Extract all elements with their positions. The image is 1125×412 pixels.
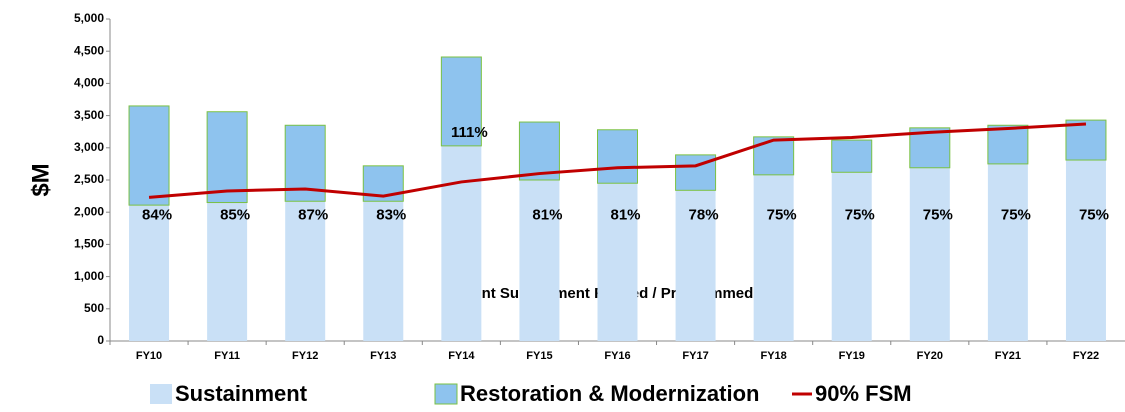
legend-swatch	[434, 383, 458, 405]
bar-segment	[987, 163, 1028, 341]
percent-label: 83%	[376, 206, 406, 223]
bar-segment	[129, 205, 170, 341]
percent-label: 85%	[220, 206, 250, 223]
percent-label: 87%	[298, 206, 328, 223]
y-tick-label: 4,500	[74, 43, 104, 57]
bar-segment	[831, 172, 872, 341]
line	[148, 122, 1087, 199]
percent-label: 81%	[532, 206, 562, 223]
y-tick-label: 500	[84, 301, 104, 315]
x-tick-label: FY15	[526, 350, 552, 362]
bar-segment	[207, 202, 248, 341]
y-tick-label: 1,000	[74, 269, 104, 283]
y-tick-label: 5,000	[74, 11, 104, 25]
percent-label: 84%	[142, 206, 172, 223]
x-tick-label: FY22	[1073, 350, 1099, 362]
bar-segment	[518, 121, 560, 181]
bar-segment	[675, 190, 716, 341]
x-tick-label: FY18	[761, 350, 787, 362]
percent-label: 81%	[610, 206, 640, 223]
legend-label: Restoration & Modernization	[460, 381, 759, 406]
bar-segment	[206, 111, 248, 204]
bar-segment	[128, 105, 170, 206]
legend-label: Sustainment	[175, 381, 308, 406]
percent-label: 75%	[923, 206, 953, 223]
y-tick-label: 3,500	[74, 108, 104, 122]
x-tick-label: FY11	[214, 350, 240, 362]
y-tick-label: 4,000	[74, 76, 104, 90]
x-tick-label: FY14	[448, 350, 475, 362]
bar-segment	[1065, 160, 1106, 341]
bar-segment	[363, 201, 404, 341]
bar-segment	[831, 139, 873, 173]
x-tick-label: FY17	[682, 350, 708, 362]
y-tick-label: 0	[97, 333, 104, 347]
percent-label: 75%	[845, 206, 875, 223]
bar-segment	[597, 183, 638, 341]
bar-segment	[1065, 119, 1107, 161]
bar-segment	[519, 180, 560, 341]
bar-segment	[597, 129, 638, 184]
bar-segment	[440, 56, 482, 147]
percent-label: 78%	[689, 206, 719, 223]
y-tick-label: 2,000	[74, 204, 104, 218]
bar-segment	[753, 136, 795, 176]
bar-segment	[909, 167, 950, 341]
x-tick-label: FY21	[995, 350, 1021, 362]
y-tick-label: 3,000	[74, 140, 104, 154]
bar-segment	[753, 174, 794, 341]
x-tick-label: FY19	[839, 350, 865, 362]
y-tick-label: 1,500	[74, 237, 104, 251]
x-tick-label: FY10	[136, 350, 162, 362]
x-tick-label: FY16	[604, 350, 630, 362]
legend-label: 90% FSM	[815, 381, 912, 406]
percent-label: 75%	[1001, 206, 1031, 223]
x-tick-label: FY12	[292, 350, 318, 362]
y-axis-label: $M	[27, 163, 54, 196]
bar-segment	[987, 124, 1029, 165]
percent-label: 75%	[1079, 206, 1109, 223]
legend-swatch	[150, 384, 172, 404]
annotation: Percent Sustainment Funded / Programmed	[441, 285, 754, 302]
percent-label: 75%	[767, 206, 797, 223]
percent-label: 111%	[451, 124, 488, 141]
x-tick-label: FY20	[917, 350, 943, 362]
bar-segment	[285, 201, 326, 341]
y-tick-label: 2,500	[74, 172, 104, 186]
bar-segment	[441, 145, 482, 341]
x-tick-label: FY13	[370, 350, 396, 362]
